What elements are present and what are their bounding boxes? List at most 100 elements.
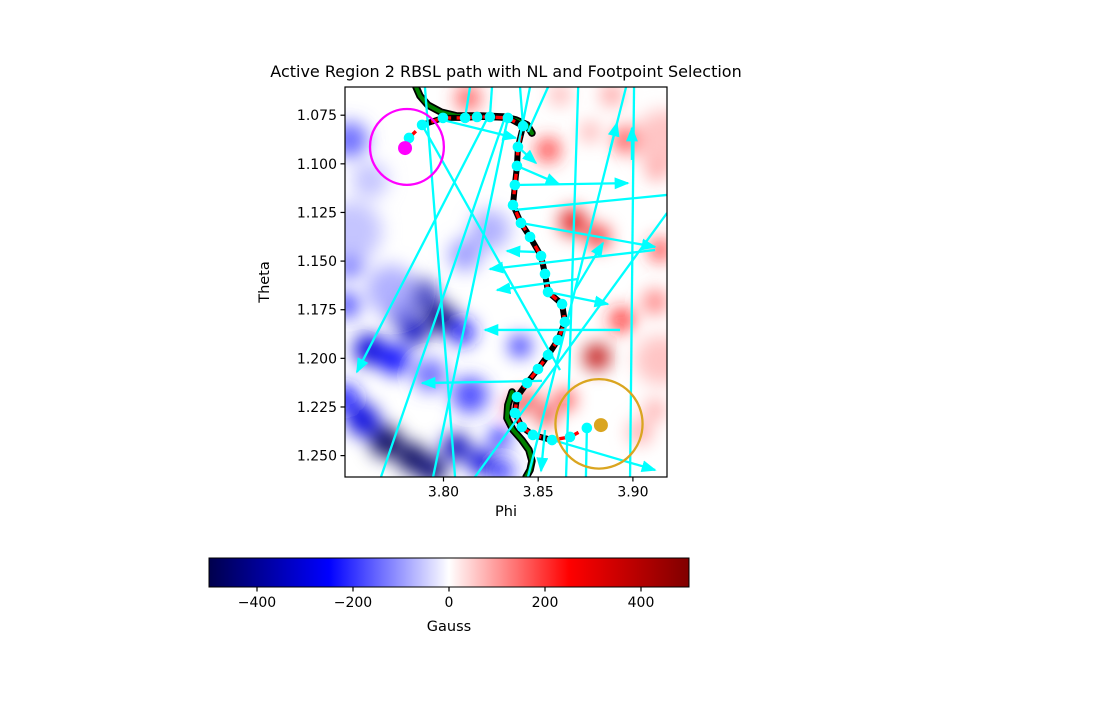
path-marker-dot — [542, 349, 554, 361]
path-marker-dot — [516, 421, 528, 433]
y-tick-label: 1.125 — [297, 205, 337, 221]
path-marker-dot — [471, 111, 483, 123]
quiver-arrow — [355, 116, 490, 374]
quiver-line — [516, 87, 532, 148]
y-tick-label: 1.200 — [297, 351, 337, 367]
quiver-line — [526, 87, 550, 133]
path-marker-dot — [559, 316, 571, 328]
colorbar-ticks: −400 −200 0 200 400 — [238, 587, 655, 611]
magnetogram-blob — [380, 345, 410, 376]
magnetogram-blob — [628, 420, 653, 445]
magnetogram-blob — [469, 209, 510, 251]
y-tick-label: 1.250 — [297, 449, 337, 465]
magnetogram-blob — [550, 87, 570, 105]
path-marker-dot — [437, 112, 449, 124]
magnetogram-blob — [441, 433, 471, 462]
footpoint-positive-dot — [593, 418, 608, 433]
quiver-arrow — [516, 164, 561, 186]
quiver-arrow — [520, 221, 657, 251]
magnetogram-blob — [345, 201, 382, 262]
path-marker-dot — [511, 391, 523, 403]
quiver-line — [423, 87, 457, 477]
magnetogram-blob — [366, 265, 417, 316]
magnetogram-blob — [609, 308, 634, 332]
path-marker-dot — [532, 363, 544, 375]
path-marker-dot — [517, 120, 529, 132]
magnetogram-blob — [417, 455, 446, 477]
y-tick-label: 1.225 — [297, 400, 337, 416]
y-tick-label: 1.100 — [297, 157, 337, 173]
path-marker-dot — [502, 112, 514, 124]
quiver-arrow — [514, 177, 630, 190]
quiver-line — [628, 87, 636, 477]
x-axis-ticks: 3.80 3.85 3.90 — [428, 477, 648, 501]
quiver-arrows — [355, 87, 667, 477]
quiver-arrow — [552, 438, 657, 472]
y-axis-ticks: 1.075 1.100 1.125 1.150 1.175 1.200 1.225 1.250 — [297, 108, 345, 465]
path-marker-dot — [459, 112, 471, 124]
magnetogram-blob — [583, 343, 610, 371]
path-marker-dot — [546, 434, 558, 446]
quiver-arrow — [442, 118, 518, 141]
quiver-arrow — [536, 429, 549, 473]
magnetogram-blob — [634, 109, 667, 170]
magnetogram-blob — [413, 358, 447, 392]
path-marker-dot — [542, 286, 554, 298]
path-marker-dot — [511, 160, 523, 172]
magnetogram-blob — [345, 291, 360, 319]
quiver-arrow — [420, 376, 543, 389]
quiver-line — [379, 116, 507, 477]
colorbar-tick-label: 0 — [445, 595, 454, 611]
magnetogram-blob — [601, 87, 622, 106]
x-tick-label: 3.90 — [617, 485, 648, 501]
magnetogram-blob — [346, 403, 380, 437]
path-marker-dot — [527, 429, 539, 441]
colorbar-tick-label: −200 — [334, 595, 372, 611]
magnetogram-blob — [581, 122, 600, 142]
path-marker-dot — [509, 179, 521, 191]
path-marker-dot — [535, 250, 547, 262]
magnetogram-blob — [645, 400, 666, 421]
plot-border — [344, 86, 668, 478]
path-marker-dot — [581, 422, 593, 434]
magnetogram-blob — [370, 425, 403, 459]
magnetogram-blob — [489, 427, 510, 448]
y-tick-label: 1.150 — [297, 254, 337, 270]
x-tick-label: 3.85 — [523, 485, 554, 501]
quiver-arrow — [573, 241, 604, 291]
path-marker-dot — [552, 334, 564, 346]
magnetogram-blob — [536, 138, 560, 162]
x-axis-label: Phi — [495, 504, 517, 520]
path-marker-dot — [556, 298, 568, 310]
path-marker-dot — [403, 132, 415, 144]
quiver-arrow — [488, 248, 656, 274]
quiver-line — [584, 427, 589, 477]
magnetogram-blob — [448, 319, 476, 346]
quiver-line — [431, 117, 510, 477]
footpoint-negative-circle — [368, 107, 446, 186]
plot-area — [345, 87, 667, 477]
path-marker-dot — [564, 431, 576, 443]
x-tick-label: 3.80 — [428, 485, 459, 501]
footpoint-negative-dot — [398, 141, 413, 156]
path-markers — [403, 111, 593, 446]
magnetogram-blob — [452, 377, 489, 414]
magnetogram-blob — [345, 121, 368, 158]
plot-title: Active Region 2 RBSL path with NL and Fo… — [270, 62, 741, 81]
magnetogram-blob — [643, 290, 667, 314]
colorbar-tick-label: 400 — [628, 595, 655, 611]
path-marker-dot — [509, 407, 521, 419]
path-marker-dot — [512, 141, 524, 153]
path-marker-dot — [416, 119, 428, 131]
footpoint-positive-circle — [554, 378, 644, 470]
y-tick-label: 1.175 — [297, 303, 337, 319]
y-axis-label: Theta — [257, 261, 273, 304]
quiver-arrow — [505, 245, 536, 258]
colorbar-tick-label: −400 — [238, 595, 276, 611]
magnetogram-blob — [490, 459, 514, 477]
colorbar-gradient-bar — [209, 558, 689, 587]
path-marker-dot — [539, 268, 551, 280]
magnetogram-blob — [352, 161, 388, 198]
magnetogram-blob — [467, 448, 495, 476]
